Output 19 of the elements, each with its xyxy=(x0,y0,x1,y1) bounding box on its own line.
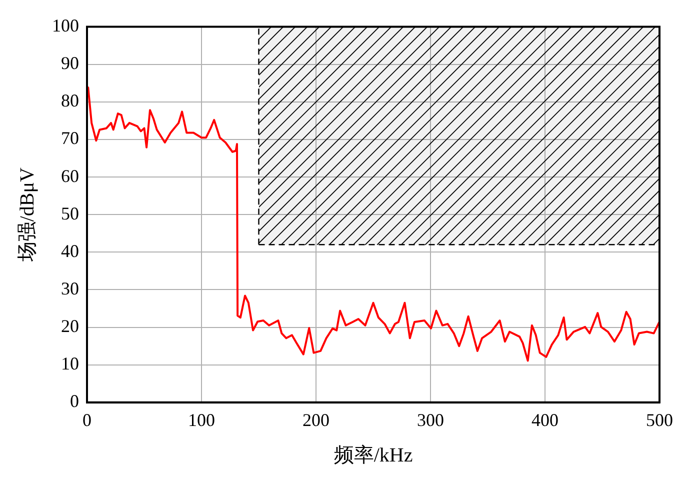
y-tick-label: 30 xyxy=(61,278,79,298)
y-tick-label: 80 xyxy=(61,90,79,111)
y-tick-label: 60 xyxy=(61,166,79,186)
y-tick-label: 10 xyxy=(61,354,79,374)
x-tick-label: 100 xyxy=(188,410,215,430)
y-tick-label: 100 xyxy=(52,16,79,36)
y-tick-label: 40 xyxy=(61,240,79,261)
y-tick-label: 0 xyxy=(70,391,79,412)
x-tick-label: 200 xyxy=(302,410,330,430)
y-axis-title: 场强/dBμV xyxy=(16,167,38,263)
x-tick-label: 400 xyxy=(532,410,558,430)
x-tick-label: 500 xyxy=(646,410,673,430)
y-tick-label: 50 xyxy=(61,203,79,224)
y-tick-label: 20 xyxy=(61,316,79,336)
x-axis-title: 频率/kHz xyxy=(334,444,413,466)
y-tick-label: 90 xyxy=(61,53,79,74)
x-tick-label: 300 xyxy=(417,410,444,430)
x-tick-label: 0 xyxy=(82,410,92,430)
y-tick-label: 70 xyxy=(61,128,79,148)
